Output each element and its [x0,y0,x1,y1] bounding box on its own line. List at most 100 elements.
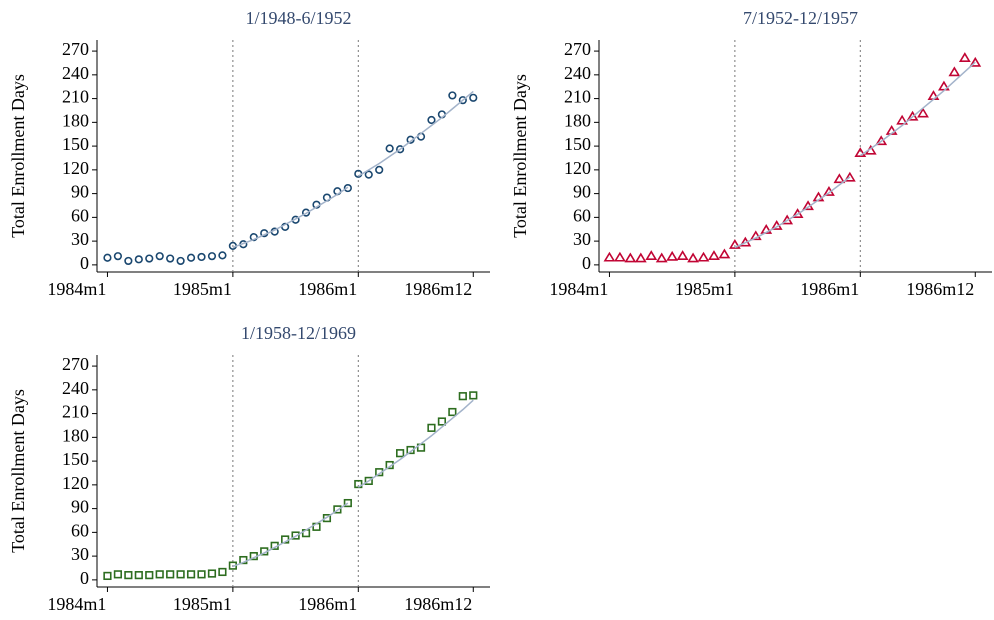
y-tick-label: 30 [71,544,89,564]
point [343,183,352,193]
point [134,571,143,580]
y-tick-label: 240 [564,63,591,83]
y-tick-label: 90 [573,182,591,202]
y-tick-label: 90 [71,497,89,517]
y-axis-title: Total Enrollment Days [8,389,28,553]
point [448,91,457,100]
point [364,476,373,485]
point [875,135,888,146]
point [396,145,405,154]
fit-line [859,61,976,157]
y-axis-title: Total Enrollment Days [8,74,28,238]
y-tick-label: 180 [62,425,89,445]
y-tick-label: 30 [573,229,591,249]
x-tick-label: 1985m1 [173,594,232,614]
point [354,479,363,489]
point [613,251,626,262]
point [207,569,217,578]
x-tick-label: 1986m1 [800,279,859,299]
point [687,252,699,263]
x-tick-label: 1984m1 [549,279,608,299]
point [927,90,940,101]
point [134,255,143,264]
point [145,571,154,580]
point [655,252,668,263]
y-tick-label: 150 [564,134,591,154]
point [124,256,133,266]
point [427,115,436,125]
point [197,252,206,262]
x-tick-label: 1984m1 [47,279,106,299]
point [301,208,311,217]
point [186,253,196,262]
fit-line [357,399,474,488]
point [166,570,175,579]
point [728,239,741,249]
point [364,170,373,179]
y-tick-label: 150 [62,449,89,469]
point [645,250,658,260]
point [207,252,217,261]
y-tick-label: 0 [80,253,89,273]
point [833,173,846,184]
point [958,52,971,63]
point [291,215,300,224]
y-tick-label: 150 [62,134,89,154]
point [103,571,112,581]
y-tick-label: 60 [71,205,89,225]
point [124,571,133,580]
x-tick-label: 1984m1 [47,594,106,614]
point [343,498,352,508]
point [333,505,342,514]
point [291,531,300,540]
point [448,407,457,417]
fit-line [357,90,474,177]
point [375,165,384,174]
point [239,555,248,565]
y-tick-label: 270 [62,354,89,374]
y-tick-label: 270 [564,39,591,59]
y-tick-label: 240 [62,63,89,83]
point [427,423,436,432]
point [906,110,919,121]
point [155,252,164,261]
point [103,253,112,262]
x-tick-label: 1986m12 [906,279,974,299]
x-tick-label: 1986m12 [404,279,472,299]
point [145,254,154,263]
x-tick-label: 1986m1 [298,279,357,299]
point [113,252,123,261]
y-tick-label: 210 [564,87,591,107]
point [666,250,679,261]
y-tick-label: 0 [582,253,591,273]
chart-title: 7/1952-12/1957 [743,8,858,28]
point [697,251,710,262]
point [385,144,394,153]
point [469,391,478,400]
point [854,147,867,158]
y-tick-label: 270 [62,39,89,59]
fit-line [734,176,851,249]
fit-line [232,502,349,568]
x-tick-label: 1985m1 [675,279,734,299]
point [676,250,689,260]
point [113,570,123,579]
point [917,107,929,118]
point [896,114,909,125]
y-tick-label: 120 [564,158,591,178]
point [458,96,467,105]
point [437,417,447,426]
point [176,256,185,266]
y-tick-label: 180 [564,110,591,130]
fit-line [232,186,349,249]
point [249,233,258,242]
point [396,449,405,458]
y-tick-label: 210 [62,402,89,422]
point [322,514,332,523]
point [634,252,647,263]
point [218,251,227,260]
point [166,254,175,263]
y-tick-label: 120 [62,158,89,178]
point [218,567,227,577]
